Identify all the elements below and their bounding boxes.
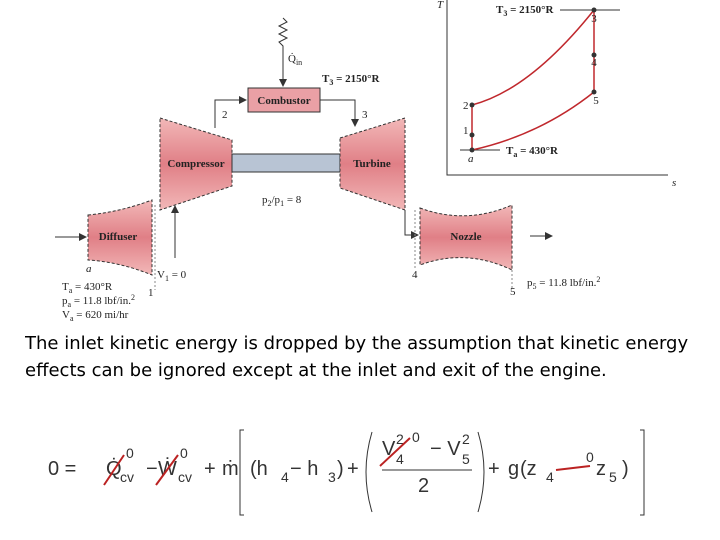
label: a xyxy=(86,263,92,275)
eq-term: 2 xyxy=(462,431,470,447)
eq-term: 0 xyxy=(126,445,134,461)
eq-term: ) xyxy=(622,458,629,480)
heat-arrow xyxy=(277,17,289,87)
paragraph-box: The inlet kinetic energy is dropped by t… xyxy=(25,333,689,381)
eq-term: z xyxy=(596,458,606,480)
label: p5 = 11.8 lbf/in.2 xyxy=(527,275,600,291)
paragraph: The inlet kinetic energy is dropped by t… xyxy=(25,333,689,381)
eq-term: 0 xyxy=(586,449,594,465)
strike xyxy=(103,454,125,486)
eq-term: 2 xyxy=(396,431,404,447)
flow-line xyxy=(320,99,359,127)
label: 2 xyxy=(222,109,228,121)
point xyxy=(469,132,475,138)
label: 3 xyxy=(362,109,368,121)
eq-term: 0 xyxy=(180,445,188,461)
point-label: 4 xyxy=(591,57,597,69)
point-label: 1 xyxy=(463,125,469,137)
eq-term: cv xyxy=(120,469,134,485)
nozzle-shape xyxy=(419,204,513,271)
diffuser-shape xyxy=(87,199,153,276)
eq-term: g xyxy=(508,458,519,480)
label: p2/p1 = 8 xyxy=(262,194,302,208)
strike xyxy=(155,454,179,486)
axis-label: s xyxy=(672,177,676,189)
label: 1 xyxy=(148,287,154,299)
eq-term: − h xyxy=(290,458,318,480)
eq-term: + xyxy=(488,458,500,480)
eq-term: + xyxy=(204,458,216,480)
label: Ta = 430°R xyxy=(62,281,113,295)
eq-term: 0 = xyxy=(48,458,76,480)
label: Ta = 430°R xyxy=(506,145,559,159)
eq-term: 3 xyxy=(328,469,336,485)
equation: 0 = Q̇ 0 cv − Ẇ 0 cv + ṁ (h 4 − h 3 ) + … xyxy=(48,429,645,516)
label: Combustor xyxy=(257,95,310,107)
label: T3 = 2150°R xyxy=(322,73,381,87)
eq-term: − V xyxy=(430,438,461,460)
label: 5 xyxy=(510,286,516,298)
eq-term: + xyxy=(347,458,359,480)
label: Va = 620 mi/hr xyxy=(62,309,129,323)
point xyxy=(469,147,475,153)
engine-schematic xyxy=(55,17,553,290)
point xyxy=(591,89,597,95)
flow-line xyxy=(404,210,419,239)
eq-term: 4 xyxy=(546,469,554,485)
eq-term: (h xyxy=(250,458,268,480)
strike xyxy=(379,437,411,467)
station-line xyxy=(154,205,513,290)
axis-label: T xyxy=(437,0,444,11)
shaft xyxy=(231,153,341,173)
point-label: 2 xyxy=(463,100,469,112)
point-label: 5 xyxy=(593,95,599,107)
label: T3 = 2150°R xyxy=(496,4,555,18)
label: pa = 11.8 lbf/in.2 xyxy=(62,293,135,309)
label: 4 xyxy=(412,269,418,281)
cycle-path xyxy=(471,7,595,151)
engine-labels: Q̇in T3 = 2150°R Combustor 2 3 Compresso… xyxy=(62,53,600,323)
label: Turbine xyxy=(353,158,391,170)
bracket xyxy=(239,429,645,516)
eq-term: ) xyxy=(337,458,344,480)
eq-term: − xyxy=(146,458,158,480)
point-label: a xyxy=(468,153,474,165)
ts-diagram: T s T3 = 2150°R Ta = 430°R 3 4 5 2 1 a xyxy=(437,0,676,189)
point xyxy=(469,102,475,108)
label: Q̇in xyxy=(288,53,302,67)
paren xyxy=(365,431,485,513)
label: Diffuser xyxy=(99,231,138,243)
label: Nozzle xyxy=(450,231,481,243)
state-points xyxy=(469,7,597,153)
ts-labels: T s T3 = 2150°R Ta = 430°R 3 4 5 2 1 a xyxy=(437,0,676,189)
point xyxy=(591,52,597,58)
axes xyxy=(446,0,668,176)
eq-term: (z xyxy=(520,458,537,480)
point xyxy=(591,7,597,13)
compressor-shape xyxy=(159,117,233,211)
flow-line xyxy=(214,96,247,128)
combustor-box xyxy=(247,87,321,113)
eq-term: 5 xyxy=(462,451,470,467)
eq-term: 2 xyxy=(418,475,429,497)
eq-term: 5 xyxy=(609,469,617,485)
eq-term: ṁ xyxy=(222,458,239,480)
strike xyxy=(555,465,591,471)
label: V1 = 0 xyxy=(157,269,187,283)
point-label: 3 xyxy=(591,13,597,25)
strikes xyxy=(103,437,591,486)
eq-term: 0 xyxy=(412,429,420,445)
eq-term: 4 xyxy=(396,451,404,467)
eq-term: cv xyxy=(178,469,192,485)
eq-term: 4 xyxy=(281,469,289,485)
label: Compressor xyxy=(167,158,224,170)
